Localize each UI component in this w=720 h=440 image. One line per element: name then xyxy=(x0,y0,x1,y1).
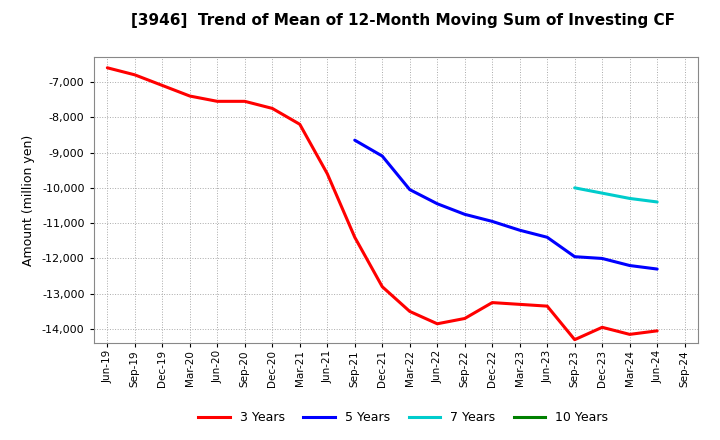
5 Years xyxy=(460,212,469,217)
5 Years xyxy=(570,254,579,259)
3 Years xyxy=(488,300,497,305)
Legend: 3 Years, 5 Years, 7 Years, 10 Years: 3 Years, 5 Years, 7 Years, 10 Years xyxy=(194,407,613,429)
3 Years xyxy=(351,235,359,240)
5 Years xyxy=(351,138,359,143)
3 Years xyxy=(378,284,387,290)
5 Years xyxy=(598,256,606,261)
7 Years xyxy=(570,185,579,191)
3 Years xyxy=(570,337,579,342)
3 Years xyxy=(405,309,414,314)
3 Years xyxy=(186,93,194,99)
5 Years xyxy=(405,187,414,192)
5 Years xyxy=(488,219,497,224)
3 Years xyxy=(323,171,332,176)
7 Years xyxy=(626,196,634,201)
7 Years xyxy=(598,191,606,196)
5 Years xyxy=(543,235,552,240)
3 Years xyxy=(213,99,222,104)
3 Years xyxy=(433,321,441,326)
3 Years xyxy=(460,316,469,321)
7 Years xyxy=(653,199,662,205)
3 Years xyxy=(295,121,304,127)
3 Years xyxy=(158,83,166,88)
3 Years xyxy=(543,304,552,309)
Line: 5 Years: 5 Years xyxy=(355,140,657,269)
Line: 7 Years: 7 Years xyxy=(575,188,657,202)
3 Years xyxy=(516,302,524,307)
5 Years xyxy=(516,227,524,233)
3 Years xyxy=(240,99,249,104)
5 Years xyxy=(378,154,387,159)
3 Years xyxy=(130,72,139,77)
3 Years xyxy=(268,106,276,111)
Y-axis label: Amount (million yen): Amount (million yen) xyxy=(22,135,35,266)
3 Years xyxy=(626,332,634,337)
5 Years xyxy=(433,201,441,206)
5 Years xyxy=(626,263,634,268)
3 Years xyxy=(653,328,662,334)
5 Years xyxy=(653,266,662,271)
3 Years xyxy=(103,65,112,70)
3 Years xyxy=(598,325,606,330)
Line: 3 Years: 3 Years xyxy=(107,68,657,340)
Text: [3946]  Trend of Mean of 12-Month Moving Sum of Investing CF: [3946] Trend of Mean of 12-Month Moving … xyxy=(131,13,675,28)
